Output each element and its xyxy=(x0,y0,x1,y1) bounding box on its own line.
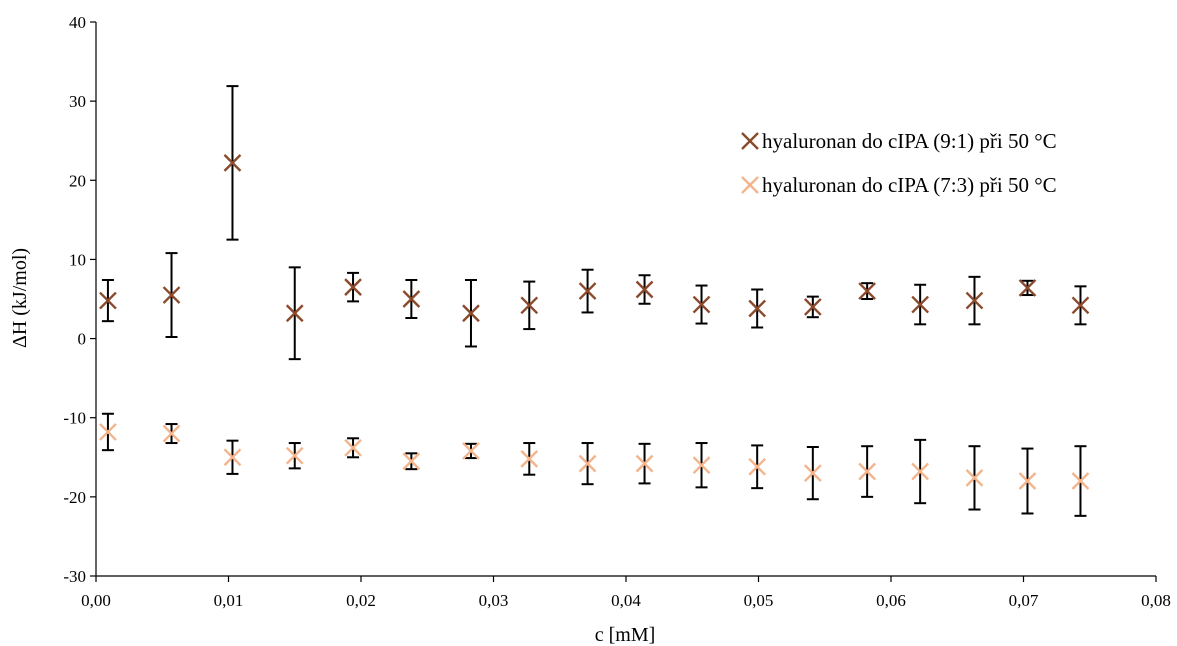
data-point xyxy=(1071,472,1090,490)
legend-marker xyxy=(741,176,759,194)
y-tick-label: 30 xyxy=(69,92,86,111)
legend-label-series-2: hyaluronan do cIPA (7:3) při 50 °C xyxy=(762,173,1057,197)
x-tick-label: 0,02 xyxy=(346,591,376,610)
data-point xyxy=(520,450,539,468)
data-point xyxy=(692,456,711,475)
data-point xyxy=(162,424,181,443)
x-tick-label: 0,00 xyxy=(81,591,111,610)
legend-marker-series-2 xyxy=(741,176,759,194)
data-point xyxy=(578,454,597,473)
data-point xyxy=(162,286,181,304)
data-point xyxy=(344,278,362,296)
y-tick-label: -30 xyxy=(63,567,86,586)
data-point xyxy=(1071,296,1090,315)
data-point xyxy=(462,442,480,460)
y-axis-label: ΔH (kJ/mol) xyxy=(9,248,31,348)
legend-marker xyxy=(741,132,759,150)
x-tick-label: 0,04 xyxy=(611,591,641,610)
x-tick-label: 0,05 xyxy=(744,591,774,610)
y-tick-label: -10 xyxy=(63,409,86,428)
series-1 xyxy=(99,85,1090,361)
axes xyxy=(95,22,1156,577)
data-point xyxy=(748,457,767,476)
x-tick-label: 0,01 xyxy=(214,591,244,610)
y-tick-label: 10 xyxy=(69,250,86,269)
data-point xyxy=(344,438,362,457)
data-point xyxy=(803,298,822,316)
data-point xyxy=(965,469,984,487)
data-point xyxy=(803,464,822,482)
data-point xyxy=(1018,472,1037,490)
data-point xyxy=(635,280,654,299)
y-tick-label: 0 xyxy=(78,330,87,349)
series-layer xyxy=(99,85,1090,517)
x-tick-label: 0,03 xyxy=(479,591,509,610)
data-point xyxy=(462,304,480,323)
data-point xyxy=(858,282,876,300)
data-point xyxy=(285,304,304,323)
data-point xyxy=(285,446,304,465)
data-point xyxy=(635,454,654,473)
legend-entry-series-1: hyaluronan do cIPA (9:1) při 50 °C xyxy=(741,129,1057,153)
data-point xyxy=(748,299,767,318)
data-point xyxy=(223,154,242,172)
data-point xyxy=(520,296,539,315)
data-point xyxy=(99,291,117,310)
data-point xyxy=(965,291,984,310)
y-tick-label: 40 xyxy=(69,13,86,32)
data-point xyxy=(1018,279,1037,297)
legend-label-series-1: hyaluronan do cIPA (9:1) při 50 °C xyxy=(762,129,1057,153)
legend-entry-series-2: hyaluronan do cIPA (7:3) při 50 °C xyxy=(741,173,1057,197)
series-2 xyxy=(99,412,1090,517)
y-tick-label: -20 xyxy=(63,488,86,507)
data-point xyxy=(402,452,421,471)
legend-marker-series-1 xyxy=(741,132,759,150)
y-ticks: -30 -20 -10 0 10 20 30 40 xyxy=(63,13,96,586)
x-ticks: 0,00 0,01 0,02 0,03 0,04 0,05 0,06 0,07 0,08 xyxy=(81,576,1171,610)
data-point xyxy=(858,462,876,481)
data-point xyxy=(99,423,117,441)
x-tick-label: 0,07 xyxy=(1009,591,1039,610)
x-tick-label: 0,06 xyxy=(876,591,906,610)
x-tick-label: 0,08 xyxy=(1141,591,1171,610)
data-point xyxy=(402,290,421,308)
data-point xyxy=(578,282,597,300)
data-point xyxy=(692,295,711,314)
data-point xyxy=(911,462,929,481)
data-point xyxy=(911,295,929,314)
y-tick-label: 20 xyxy=(69,171,86,190)
data-point xyxy=(223,448,242,467)
x-axis-label: c [mM] xyxy=(595,624,656,646)
legend: hyaluronan do cIPA (9:1) při 50 °C hyalu… xyxy=(741,129,1057,197)
